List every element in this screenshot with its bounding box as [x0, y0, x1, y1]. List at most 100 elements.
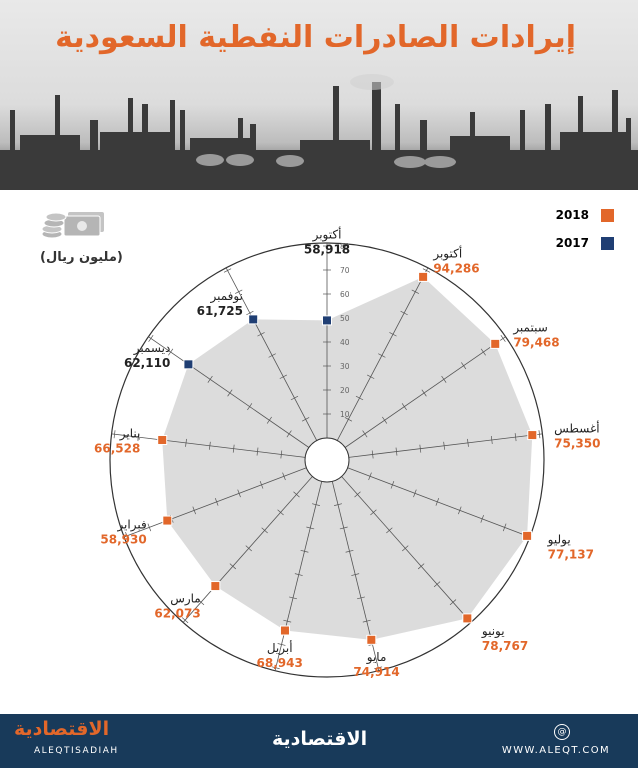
- value-label: 62,073: [154, 607, 200, 621]
- radar-tick: [247, 403, 253, 411]
- legend-label-2018: 2018: [555, 208, 589, 222]
- radar-tick: [289, 596, 297, 600]
- radar-spoke: [341, 476, 472, 623]
- radar-tick: [382, 416, 388, 424]
- month-label: ديسمبر: [133, 341, 171, 356]
- radar-tick: [370, 509, 377, 516]
- month-label: مايو: [366, 650, 387, 665]
- radar-tick: [280, 450, 283, 459]
- value-label: 66,528: [94, 441, 140, 455]
- header-banner: إيرادات الصادرات النفطية السعودية: [0, 0, 638, 190]
- radar-tick: [245, 545, 252, 552]
- radar-spoke: [225, 267, 318, 441]
- brand-logo-left: الاقتصادية: [14, 718, 110, 740]
- axis-tick-label: 70: [340, 266, 350, 275]
- radar-tick: [237, 489, 241, 498]
- radar-tick: [334, 503, 342, 506]
- value-label: 74,914: [353, 665, 399, 679]
- axis-tick-label: 30: [340, 362, 350, 371]
- radar-tick: [362, 430, 368, 438]
- radar-tick: [458, 506, 462, 515]
- radar-spoke: [274, 481, 323, 671]
- axis-tick-label: 80: [340, 242, 350, 251]
- unit-label: (مليون ريال): [40, 250, 123, 265]
- radar-tick: [259, 480, 264, 489]
- radar-tick: [168, 348, 174, 356]
- radar-tick: [232, 444, 235, 453]
- radar-tick: [277, 509, 284, 516]
- month-label: يونيو: [481, 624, 505, 639]
- radar-tick: [256, 447, 259, 456]
- value-label: 58,930: [100, 532, 146, 546]
- radar-tick: [197, 599, 205, 606]
- radar-tick: [421, 389, 427, 397]
- radar-tick: [125, 532, 129, 540]
- radar-tick: [148, 334, 154, 342]
- month-label: أكتوبر: [312, 226, 342, 242]
- radar-tick: [290, 395, 299, 401]
- radar-spoke: [123, 467, 307, 538]
- radar-spoke: [182, 476, 313, 623]
- value-label: 62,110: [124, 356, 170, 370]
- legend-label-2017: 2017: [555, 236, 589, 250]
- radar-tick: [354, 491, 361, 498]
- website-link[interactable]: WWW.ALEQT.COM: [501, 745, 610, 756]
- data-point-2018: [157, 434, 168, 445]
- radar-tick: [345, 549, 354, 553]
- data-point-2018: [162, 515, 173, 526]
- radar-tick: [374, 666, 383, 670]
- radar-tick: [402, 545, 409, 552]
- brand-logo-subtitle: ALEQTISADIAH: [34, 746, 119, 756]
- data-point-2017: [248, 314, 259, 325]
- radar-tick: [113, 430, 116, 439]
- radar-tick: [371, 450, 374, 459]
- radar-tick: [422, 268, 431, 273]
- data-point-2018: [210, 581, 221, 592]
- radar-tick: [246, 310, 254, 316]
- month-label: نوفمبر: [210, 289, 243, 304]
- data-point-2018: [462, 613, 473, 624]
- radar-spoke: [148, 336, 310, 448]
- radar-tick: [435, 497, 440, 506]
- refinery-skyline: [0, 74, 638, 190]
- radar-tick: [411, 289, 420, 294]
- radar-tick: [355, 395, 364, 401]
- radar-tick: [389, 332, 397, 337]
- radar-tick: [419, 444, 422, 453]
- radar-tick: [502, 523, 507, 532]
- radar-tick: [185, 438, 187, 447]
- radar-tick: [401, 403, 407, 411]
- radar-tick: [362, 619, 371, 623]
- radar-tick: [480, 348, 486, 356]
- value-label: 79,468: [513, 335, 559, 349]
- radar-tick: [467, 438, 469, 447]
- money-icon: [41, 212, 104, 239]
- radar-tick: [490, 435, 493, 445]
- radar-tick: [461, 362, 467, 370]
- radar-tick: [181, 617, 189, 624]
- radar-tick: [306, 526, 315, 530]
- chart-area: 10 20 30 40 50 60 70 80 أكتوبر 58,918 أكتوبر 94,286…: [0, 190, 638, 714]
- radar-tick: [214, 497, 219, 506]
- data-point-2018: [527, 430, 538, 441]
- radar-tick: [229, 563, 237, 570]
- radar-tick: [209, 441, 211, 450]
- website-icon: @: [554, 724, 570, 740]
- data-point-2018: [366, 634, 377, 645]
- radar-tick: [449, 599, 457, 606]
- value-label: 94,286: [433, 261, 479, 275]
- month-label: أغسطس: [554, 420, 599, 436]
- radar-tick: [443, 441, 445, 450]
- axis-tick-label: 10: [340, 410, 350, 419]
- radar-spoke: [344, 336, 506, 448]
- radar-tick: [286, 430, 292, 438]
- month-label: فبراير: [116, 517, 146, 532]
- radar-tick: [266, 416, 272, 424]
- legend-item-2017: 2017: [556, 236, 614, 250]
- radar-tick: [282, 472, 286, 481]
- legend-item-2018: 2018: [556, 208, 614, 222]
- value-label: 77,137: [548, 548, 594, 562]
- radar-tick: [351, 573, 360, 576]
- radar-tick: [514, 433, 517, 442]
